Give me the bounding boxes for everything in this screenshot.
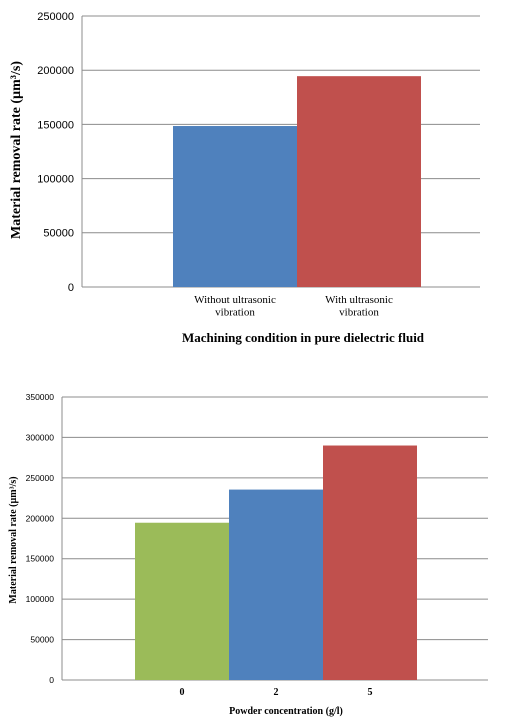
y-tick-label: 150000 bbox=[37, 119, 74, 131]
y-tick-label: 200000 bbox=[26, 513, 55, 523]
y-tick-label: 0 bbox=[68, 282, 74, 294]
x-category-label: 5 bbox=[368, 687, 373, 698]
y-tick-label: 100000 bbox=[26, 594, 55, 604]
bar bbox=[229, 489, 323, 680]
y-tick-label: 100000 bbox=[37, 173, 74, 185]
bar bbox=[323, 445, 417, 680]
y-tick-label: 350000 bbox=[26, 392, 55, 402]
y-tick-labels: 0 50000 100000 150000 200000 250000 300000 3500… bbox=[26, 392, 55, 685]
x-category-labels: Without ultrasonic vibration With ultrason… bbox=[194, 294, 393, 319]
chart-machining-condition: 0 50000 100000 150000 200000 250000 Without u… bbox=[9, 11, 480, 345]
y-tick-labels: 0 50000 100000 150000 200000 250000 bbox=[37, 11, 74, 294]
x-category-label: 0 bbox=[180, 687, 185, 698]
bars bbox=[173, 76, 421, 287]
y-tick-label: 200000 bbox=[37, 65, 74, 77]
y-tick-label: 250000 bbox=[37, 11, 74, 23]
y-tick-label: 250000 bbox=[26, 473, 55, 483]
y-tick-label: 300000 bbox=[26, 432, 55, 442]
x-axis-title: Powder concentration (g/l) bbox=[229, 706, 343, 717]
y-tick-label: 150000 bbox=[26, 554, 55, 564]
y-axis-title: Material removal rate (µm³/s) bbox=[9, 61, 24, 239]
chart-powder-concentration: 0 50000 100000 150000 200000 250000 300000 3500… bbox=[8, 392, 488, 717]
y-tick-label: 50000 bbox=[43, 228, 74, 240]
x-category-label: With ultrasonic vibration bbox=[325, 294, 393, 319]
x-category-label: 2 bbox=[274, 687, 279, 698]
y-axis-title: Material removal rate (µm³/s) bbox=[8, 476, 19, 603]
x-axis-title: Machining condition in pure dielectric f… bbox=[182, 330, 425, 345]
x-category-label: Without ultrasonic vibration bbox=[194, 294, 276, 319]
bar bbox=[135, 522, 229, 680]
bar bbox=[173, 126, 297, 287]
y-tick-label: 0 bbox=[49, 675, 54, 685]
y-tick-label: 50000 bbox=[30, 635, 54, 645]
x-category-labels: 0 2 5 bbox=[180, 687, 373, 698]
bars bbox=[135, 445, 417, 680]
bar bbox=[297, 76, 421, 287]
